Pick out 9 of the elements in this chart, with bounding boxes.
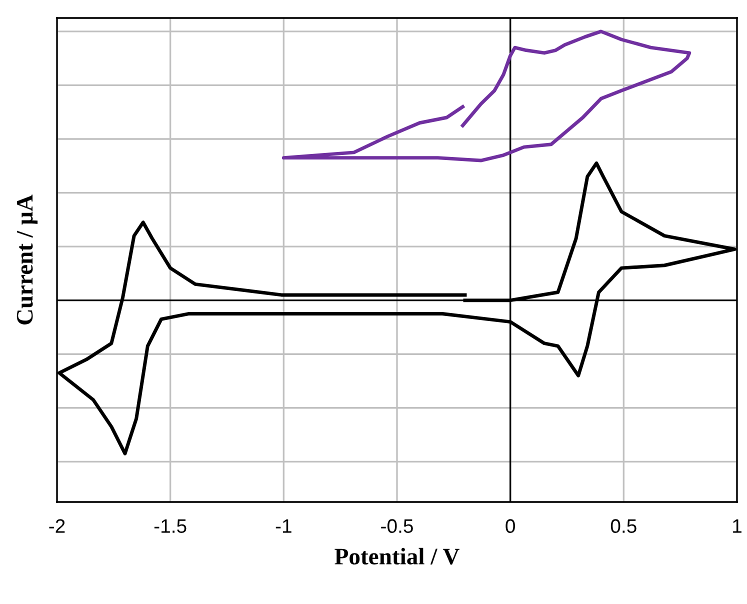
x-tick-label: 0.5 — [610, 519, 636, 533]
x-tick-label: -2 — [49, 519, 65, 533]
x-tick-label: 1 — [733, 519, 742, 533]
x-tick-label: -1 — [276, 519, 292, 533]
x-tick-label: -1.5 — [154, 519, 186, 533]
x-tick-label: 0 — [506, 519, 515, 533]
x-tick-label: -0.5 — [381, 519, 413, 533]
y-axis-title: Current / µA — [16, 194, 38, 324]
x-axis-title: Potential / V — [334, 548, 460, 565]
